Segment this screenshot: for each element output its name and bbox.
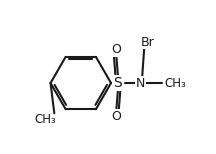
Text: CH₃: CH₃ xyxy=(34,113,56,126)
Text: N: N xyxy=(136,77,145,89)
Text: O: O xyxy=(111,43,121,56)
Text: O: O xyxy=(111,110,121,123)
Text: S: S xyxy=(113,76,122,90)
Text: Br: Br xyxy=(140,36,154,49)
Text: CH₃: CH₃ xyxy=(165,77,186,89)
